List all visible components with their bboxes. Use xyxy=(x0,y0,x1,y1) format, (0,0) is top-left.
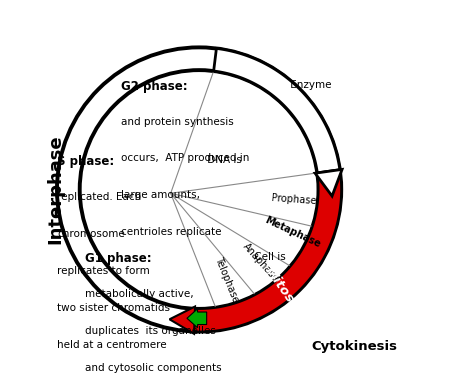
Text: occurs,  ATP produced in: occurs, ATP produced in xyxy=(121,153,250,163)
Text: Anaphase: Anaphase xyxy=(241,241,281,284)
Text: duplicates  its organelles: duplicates its organelles xyxy=(85,326,216,336)
Text: Prophase: Prophase xyxy=(271,193,317,206)
Text: Cell is: Cell is xyxy=(251,252,285,262)
Text: DNA is: DNA is xyxy=(204,155,242,165)
Text: Telophase: Telophase xyxy=(213,255,241,304)
Text: G1 phase:: G1 phase: xyxy=(85,252,152,265)
Text: held at a centromere: held at a centromere xyxy=(57,340,166,350)
Text: and protein synthesis: and protein synthesis xyxy=(121,117,234,127)
Text: Interphase: Interphase xyxy=(47,135,65,244)
Text: G2 phase:: G2 phase: xyxy=(121,80,188,92)
Polygon shape xyxy=(170,307,195,334)
Text: replicated. Each: replicated. Each xyxy=(57,193,141,202)
Polygon shape xyxy=(315,169,342,196)
Text: centrioles replicate: centrioles replicate xyxy=(121,227,222,237)
Text: Metaphase: Metaphase xyxy=(263,215,321,250)
Text: replicates to form: replicates to form xyxy=(57,266,150,276)
Polygon shape xyxy=(214,49,340,173)
Text: and cytosolic components: and cytosolic components xyxy=(85,363,222,373)
Text: Mitosis: Mitosis xyxy=(263,264,304,315)
Text: S phase:: S phase: xyxy=(57,155,114,168)
Text: metabolically active,: metabolically active, xyxy=(85,289,194,299)
Text: Cytokinesis: Cytokinesis xyxy=(311,340,398,353)
Text: Enzyme: Enzyme xyxy=(287,80,331,89)
Text: two sister chromatids: two sister chromatids xyxy=(57,303,170,313)
Text: chromosome: chromosome xyxy=(57,229,125,239)
FancyArrow shape xyxy=(187,309,207,328)
Text: large amounts,: large amounts, xyxy=(121,190,201,200)
Polygon shape xyxy=(194,170,341,332)
